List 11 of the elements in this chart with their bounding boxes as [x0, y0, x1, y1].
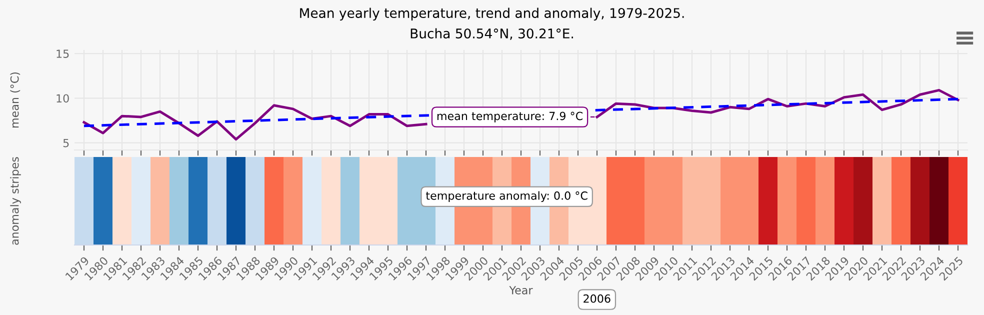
y-tick-label: 5: [63, 138, 69, 148]
annotation: temperature anomaly: 0.0 °C: [426, 191, 588, 202]
chart-title: Mean yearly temperature, trend and anomaly, 1979-2025.: [300, 8, 684, 21]
annotation: mean temperature: 7.9 °C: [437, 112, 583, 122]
y-tick-label: 15: [56, 50, 69, 58]
y-axis-title: mean (°C): [10, 72, 20, 128]
text: 2006: [584, 294, 610, 303]
x-axis-title: Year: [509, 286, 533, 294]
y-axis-title: anomaly stripes: [10, 157, 21, 245]
chart-subtitle: Bucha 50.54°N, 30.21°E.: [410, 28, 573, 40]
y-tick-label: 10: [56, 94, 69, 103]
